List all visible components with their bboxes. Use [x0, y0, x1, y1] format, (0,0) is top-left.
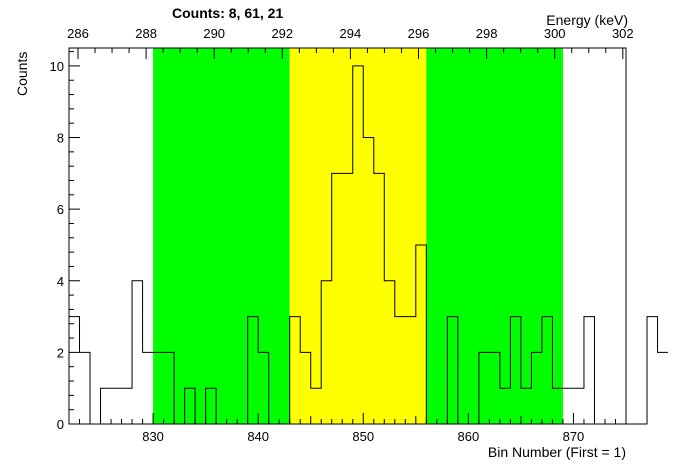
region-3	[426, 48, 563, 424]
top-tick-label: 296	[408, 26, 430, 41]
top-tick-label: 292	[271, 26, 293, 41]
y-tick-label: 0	[57, 417, 64, 432]
chart-title: Counts: 8, 61, 21	[172, 5, 284, 21]
x-tick-label: 870	[563, 429, 585, 444]
y-axis-label: Counts	[14, 51, 30, 96]
x-tick-label: 850	[352, 429, 374, 444]
y-tick-label: 4	[57, 274, 64, 289]
top-tick-label: 298	[476, 26, 498, 41]
y-tick-label: 8	[57, 131, 64, 146]
top-tick-label: 294	[340, 26, 362, 41]
tick-labels: 830 840 850 860 870 0 2 4 6 8 10 286 288 290 292 294 296…	[50, 26, 634, 444]
plot-frame	[68, 47, 627, 425]
y-tick-label: 2	[57, 345, 64, 360]
x-tick-label: 860	[458, 429, 480, 444]
top-tick-label: 288	[135, 26, 157, 41]
y-tick-label: 10	[50, 59, 64, 74]
x-axis-label: Bin Number (First = 1)	[487, 444, 626, 460]
top-tick-label: 300	[544, 26, 566, 41]
top-axis-label: Energy (keV)	[546, 12, 628, 28]
histogram-line	[69, 65, 669, 425]
top-tick-label: 290	[203, 26, 225, 41]
region-1	[153, 48, 290, 424]
region-2	[289, 48, 427, 424]
x-tick-label: 840	[247, 429, 269, 444]
top-tick-label: 286	[67, 26, 89, 41]
highlight-regions	[153, 48, 563, 424]
top-tick-label: 302	[612, 26, 634, 41]
x-tick-label: 830	[142, 429, 164, 444]
y-tick-label: 6	[57, 202, 64, 217]
